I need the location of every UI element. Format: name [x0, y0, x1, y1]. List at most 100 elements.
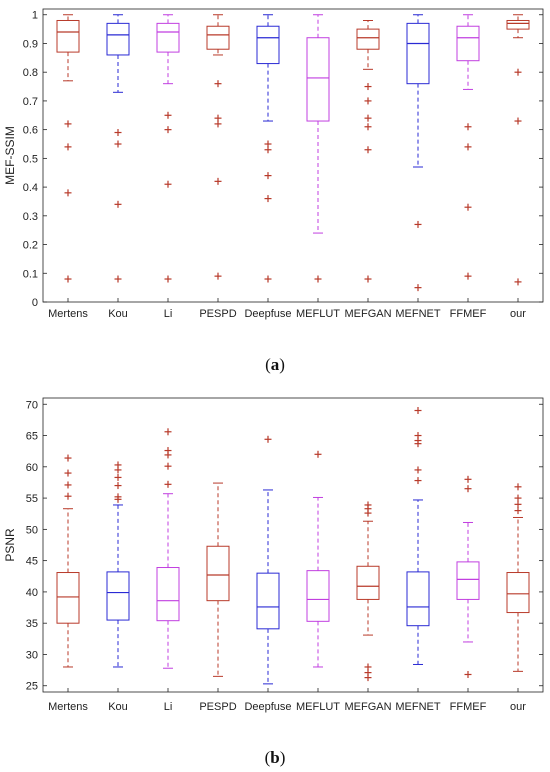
caption-part: ) [279, 355, 285, 374]
outlier-marker [514, 278, 522, 286]
iqr-box [106, 22, 130, 56]
box-mefgan: MEFGAN [344, 19, 392, 320]
outlier-marker [314, 275, 322, 283]
iqr-box [56, 19, 80, 53]
x-tick-label: Li [164, 701, 173, 713]
iqr-box [456, 25, 480, 62]
y-tick-label: 1 [32, 10, 38, 22]
outlier-marker [114, 129, 122, 137]
box-mefnet: MEFNET [395, 14, 441, 320]
outlier-marker [214, 80, 222, 88]
outlier-marker [264, 195, 272, 203]
x-tick-label: MEFGAN [344, 701, 391, 713]
outlier-marker [514, 494, 522, 502]
x-tick-label: Mertens [48, 701, 88, 713]
outlier-marker [114, 275, 122, 283]
box-our: our [506, 483, 530, 713]
box-kou: Kou [106, 14, 130, 320]
iqr-box [56, 572, 80, 624]
outlier-marker [364, 83, 372, 91]
x-tick-label: Li [164, 308, 173, 320]
outlier-marker [414, 466, 422, 474]
iqr-box [356, 565, 380, 600]
outlier-marker [164, 126, 172, 134]
outlier-marker [414, 440, 422, 448]
outlier-marker [164, 111, 172, 119]
box-mefgan: MEFGAN [344, 501, 392, 713]
outlier-marker [164, 451, 172, 459]
outlier-marker [114, 466, 122, 474]
y-tick-label: 0.8 [23, 67, 38, 79]
outlier-marker [64, 189, 72, 197]
y-tick-label: 0.2 [23, 240, 38, 252]
outlier-marker [214, 120, 222, 128]
outlier-marker [64, 469, 72, 477]
outlier-marker [214, 272, 222, 280]
outlier-marker [64, 143, 72, 151]
box-li: Li [156, 428, 180, 713]
box-pespd: PESPD [199, 14, 237, 320]
y-tick-label: 0.3 [23, 211, 38, 223]
y-tick-label: 0.1 [23, 268, 38, 280]
outlier-marker [164, 428, 172, 436]
outlier-marker [164, 275, 172, 283]
outlier-marker [64, 275, 72, 283]
outlier-marker [514, 500, 522, 508]
outlier-marker [414, 284, 422, 292]
outlier-marker [364, 275, 372, 283]
y-tick-label: 30 [26, 649, 38, 661]
x-tick-label: Kou [108, 701, 128, 713]
outlier-marker [64, 454, 72, 462]
iqr-box [206, 545, 230, 602]
outlier-marker [464, 143, 472, 151]
y-tick-label: 55 [26, 493, 38, 505]
outlier-marker [464, 203, 472, 211]
iqr-box [506, 19, 530, 30]
panel-caption: (a) [265, 355, 285, 374]
box-deepfuse: Deepfuse [244, 14, 292, 320]
x-tick-label: FFMEF [450, 701, 487, 713]
caption-part: ( [265, 355, 271, 374]
x-tick-label: our [510, 308, 526, 320]
outlier-marker [264, 146, 272, 154]
x-tick-label: Deepfuse [244, 308, 291, 320]
y-tick-label: 35 [26, 618, 38, 630]
outlier-marker [64, 120, 72, 128]
caption-part: a [271, 355, 280, 374]
panel-b-psnr-boxplot: 25 30 35 40 45 50 55 60 65 70 PSNR Mertens Kou Li PESP… [3, 397, 544, 767]
box-pespd: PESPD [199, 482, 237, 713]
panel-a-mef-ssim-boxplot: 0 0.1 0.2 0.3 0.4 0.5 0.6 0.7 0.8 0.9 1 MEF-SSIM Mer… [3, 8, 544, 374]
outlier-marker [414, 477, 422, 485]
outlier-marker [314, 450, 322, 458]
x-tick-label: MEFLUT [296, 701, 340, 713]
caption-part: ( [265, 748, 271, 767]
box-kou: Kou [106, 461, 130, 713]
box-deepfuse: Deepfuse [244, 435, 292, 713]
x-tick-label: PESPD [199, 308, 236, 320]
outlier-marker [214, 177, 222, 185]
outlier-marker [464, 272, 472, 280]
x-tick-label: Deepfuse [244, 701, 291, 713]
y-axis-label: PSNR [3, 528, 17, 562]
iqr-box [156, 567, 180, 622]
iqr-box [406, 571, 430, 627]
y-tick-label: 70 [26, 399, 38, 411]
box-meflut: MEFLUT [296, 14, 340, 320]
y-tick-label: 0.9 [23, 38, 38, 50]
outlier-marker [114, 495, 122, 503]
outlier-marker [114, 140, 122, 148]
y-tick-label: 25 [26, 681, 38, 693]
y-tick-label: 45 [26, 556, 38, 568]
y-tick-label: 60 [26, 462, 38, 474]
outlier-marker [364, 97, 372, 105]
outlier-marker [364, 674, 372, 682]
outlier-marker [464, 485, 472, 493]
outlier-marker [364, 509, 372, 517]
y-tick-label: 0.6 [23, 125, 38, 137]
outlier-marker [514, 483, 522, 491]
box-ffmef: FFMEF [450, 14, 487, 320]
outlier-marker [114, 200, 122, 208]
x-tick-label: MEFNET [395, 701, 441, 713]
outlier-marker [114, 482, 122, 490]
